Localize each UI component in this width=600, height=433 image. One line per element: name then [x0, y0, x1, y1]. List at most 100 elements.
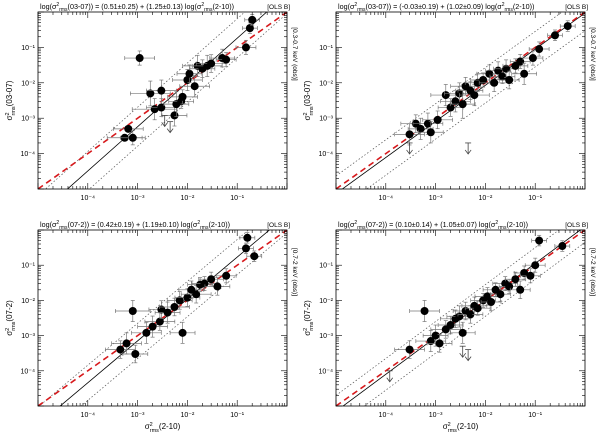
y-axis-label: σ2rms(03-07) — [303, 80, 315, 120]
x-axis-label: σ2 rms(2-10) — [443, 422, 479, 433]
y-axis-label: σ2rms(07-2) — [5, 300, 17, 336]
data-point — [124, 50, 155, 66]
data-point — [239, 232, 256, 244]
one-to-one-line — [336, 12, 585, 189]
data-point — [137, 315, 168, 338]
upper-limit-arrow-icon — [161, 122, 169, 128]
plot-area — [336, 12, 585, 189]
data-marker — [535, 45, 544, 54]
upper-limit-arrow-icon — [464, 356, 472, 362]
upper-limit — [386, 370, 394, 383]
x-tick-label: 10⁻² — [478, 195, 492, 202]
data-marker — [446, 103, 455, 112]
x-tick-label: 10⁻⁴ — [81, 412, 96, 419]
fit-lower-band — [366, 30, 585, 189]
y-tick-label: 10⁻³ — [21, 333, 35, 340]
data-marker — [490, 78, 499, 87]
y-tick-label: 10⁻³ — [21, 116, 35, 123]
data-marker — [455, 312, 464, 321]
y-tick-label: 10⁻⁴ — [21, 368, 36, 375]
x-tick-label: 10⁻³ — [429, 195, 443, 202]
data-marker — [150, 105, 159, 114]
data-point — [191, 54, 223, 77]
data-point — [146, 79, 177, 102]
data-point — [522, 50, 544, 66]
x-axis-label: σ2 rms(2-10) — [145, 422, 181, 433]
data-marker — [175, 296, 184, 305]
data-marker — [131, 350, 140, 359]
data-marker — [178, 328, 187, 337]
panel-3: 10⁻⁴ 10⁻³ 10⁻² 10⁻¹ 10⁻⁴ 10⁻³ 10⁻² 10⁻¹ log(σ2rm… — [5, 220, 298, 433]
data-marker — [535, 236, 544, 245]
data-marker — [157, 103, 166, 112]
y-axis-label: σ2rms(07-2) — [303, 300, 315, 336]
data-point — [417, 121, 444, 144]
y-axis-label: σ2rms(03-07) — [5, 80, 17, 120]
ticks — [37, 229, 288, 407]
data-marker — [487, 298, 496, 307]
x-tick-label: 10⁻³ — [429, 412, 443, 419]
energy-band-label: [0.7-2 keV (obs)] — [589, 248, 596, 296]
panel-2: 10⁻⁴ 10⁻³ 10⁻² 10⁻¹ 10⁻⁴ 10⁻³ 10⁻² 10⁻¹ log(σ2rm… — [303, 2, 596, 202]
y-tick-label: 10⁻¹ — [319, 263, 333, 270]
data-point — [215, 268, 237, 284]
data-point — [415, 330, 447, 352]
data-marker — [505, 75, 514, 84]
data-marker — [250, 252, 259, 261]
data-marker — [213, 282, 222, 291]
data-point — [422, 324, 449, 347]
ticks — [335, 11, 586, 190]
data-marker — [405, 345, 414, 354]
upper-limit — [464, 349, 472, 362]
data-point — [114, 300, 151, 322]
data-point — [215, 52, 237, 68]
upper-limit — [464, 142, 472, 155]
data-marker — [245, 24, 254, 33]
data-point — [130, 80, 171, 107]
y-tick-label: 10⁻³ — [319, 333, 333, 340]
data-marker — [192, 290, 201, 299]
data-point — [547, 29, 563, 41]
data-marker — [157, 86, 166, 95]
data-marker — [200, 279, 209, 288]
data-point — [528, 41, 550, 57]
data-marker — [496, 290, 505, 299]
upper-limit — [166, 121, 174, 134]
data-point — [490, 286, 511, 302]
data-marker — [170, 302, 179, 311]
data-point — [459, 84, 490, 107]
data-point — [457, 305, 484, 324]
x-tick-label: 10⁻² — [478, 412, 492, 419]
data-marker — [551, 31, 560, 40]
upper-limit — [406, 142, 413, 155]
x-tick-label: 10⁻² — [180, 195, 194, 202]
data-point — [509, 280, 531, 299]
x-tick-label: 10⁻⁴ — [81, 195, 96, 202]
data-point — [554, 240, 571, 252]
y-tick-label: 10⁻² — [21, 298, 35, 305]
data-marker — [558, 242, 567, 251]
fit-upper-band — [38, 230, 250, 406]
fit-method-label: [OLS B] — [565, 222, 588, 229]
data-point — [159, 297, 190, 317]
data-point — [238, 242, 254, 255]
data-marker — [170, 111, 179, 120]
data-marker — [426, 337, 435, 346]
data-marker — [563, 22, 572, 31]
data-marker — [124, 124, 133, 133]
data-point — [204, 277, 231, 296]
panel-title: log(σ2rms(07-2)) = (0.10±0.14) + (1.05±0… — [338, 220, 528, 231]
data-marker — [142, 328, 151, 337]
fit-upper-band — [336, 230, 560, 396]
data-point — [112, 124, 144, 133]
y-tick-label: 10⁻⁴ — [21, 151, 36, 158]
data-point — [409, 300, 440, 322]
x-tick-label: 10⁻¹ — [230, 412, 244, 419]
data-marker — [163, 308, 172, 317]
data-marker — [222, 55, 231, 64]
data-point — [502, 58, 529, 74]
data-point — [144, 312, 176, 331]
data-point — [246, 250, 263, 262]
fit-upper-band — [336, 12, 563, 177]
